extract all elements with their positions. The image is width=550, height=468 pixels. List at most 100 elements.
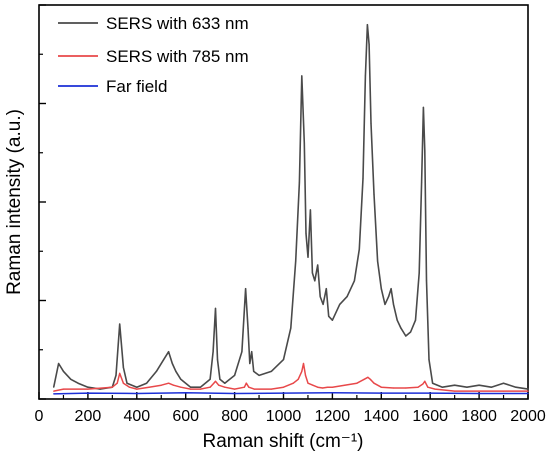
data-point [396, 319, 398, 321]
data-point [87, 388, 89, 390]
data-point [180, 386, 182, 388]
data-point [364, 75, 366, 77]
data-point [384, 303, 386, 305]
data-point [427, 386, 429, 388]
data-point [432, 382, 434, 384]
x-tick-label: 600 [172, 408, 199, 425]
data-point [115, 374, 117, 376]
data-point [180, 378, 182, 380]
data-point [155, 370, 157, 372]
data-point [218, 384, 220, 386]
data-point [303, 142, 305, 144]
data-point [309, 209, 311, 211]
data-point [346, 296, 348, 298]
data-point [292, 382, 294, 384]
y-axis-label: Raman intensity (a.u.) [4, 109, 25, 295]
data-point [390, 288, 392, 290]
data-point [373, 193, 375, 195]
data-point [527, 390, 529, 392]
data-point [126, 382, 128, 384]
data-point [214, 307, 217, 309]
data-point [258, 388, 260, 390]
x-tick-labels: 0 200 400 600 800 1000 1200 1400 1600 1800 2000 [35, 408, 546, 425]
x-tick-label: 200 [75, 408, 102, 425]
x-tick-label: 2000 [510, 408, 546, 425]
data-point [58, 362, 60, 365]
y-ticks [39, 4, 46, 400]
data-point [311, 272, 313, 274]
data-point [490, 386, 492, 388]
data-point [331, 392, 333, 394]
data-point [400, 327, 402, 329]
legend-label-far-field: Far field [106, 77, 167, 96]
data-point [298, 181, 300, 183]
data-point [388, 296, 390, 298]
data-point [136, 388, 138, 390]
data-point [171, 362, 173, 365]
data-point [297, 378, 299, 380]
data-point [172, 384, 175, 386]
data-point [87, 392, 89, 394]
series-line [53, 391, 528, 395]
data-point [53, 390, 55, 392]
data-point [527, 392, 529, 395]
data-point [245, 288, 247, 290]
data-point [122, 382, 124, 384]
data-point [148, 386, 150, 388]
data-point [368, 43, 370, 46]
data-point [424, 150, 426, 152]
data-point [358, 248, 360, 250]
series-far-field [53, 391, 529, 395]
data-point [168, 351, 170, 353]
data-point [502, 382, 505, 384]
data-point [77, 382, 79, 384]
data-point [410, 331, 412, 333]
data-point [353, 280, 355, 282]
data-point [344, 384, 346, 386]
data-point [146, 382, 148, 384]
data-point [366, 24, 368, 26]
data-point [290, 327, 292, 329]
data-point [234, 392, 236, 395]
data-point [429, 392, 431, 394]
data-point [282, 386, 285, 388]
data-point [422, 383, 424, 385]
data-point [418, 272, 420, 274]
series-line [53, 362, 528, 392]
x-tick-label: 400 [123, 408, 150, 425]
data-point [466, 386, 468, 388]
data-point [111, 386, 113, 388]
data-point [213, 382, 215, 384]
data-point [209, 378, 211, 380]
data-point [331, 319, 333, 321]
series-line [52, 23, 529, 390]
data-point [331, 386, 333, 388]
data-point [258, 374, 260, 376]
series-633nm [52, 23, 529, 390]
data-point [62, 370, 65, 372]
data-point [405, 335, 407, 337]
data-point [163, 359, 165, 361]
data-point [322, 303, 324, 305]
data-point [248, 386, 250, 388]
data-point [282, 392, 285, 394]
data-point [515, 386, 517, 388]
x-tick-label: 800 [221, 408, 248, 425]
data-point [160, 384, 162, 386]
data-point [209, 386, 211, 388]
data-point [307, 382, 309, 384]
data-point [478, 392, 480, 395]
data-point [251, 351, 253, 353]
data-point [363, 378, 365, 380]
data-point [243, 386, 245, 388]
data-point [356, 382, 358, 384]
data-point [392, 387, 395, 389]
legend: SERS with 633 nm SERS with 785 nm Far fi… [58, 14, 249, 96]
data-point [373, 382, 375, 384]
data-point [212, 351, 214, 353]
data-point [128, 386, 131, 388]
data-point [339, 303, 341, 305]
data-point [214, 380, 217, 382]
data-point [270, 388, 272, 390]
data-point [224, 386, 226, 388]
